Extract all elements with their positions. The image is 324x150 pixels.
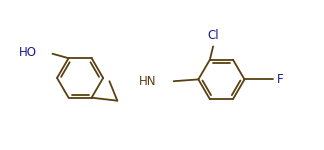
Text: HN: HN xyxy=(139,75,157,88)
Text: HO: HO xyxy=(18,46,36,59)
Text: Cl: Cl xyxy=(207,29,219,42)
Text: F: F xyxy=(277,73,283,86)
